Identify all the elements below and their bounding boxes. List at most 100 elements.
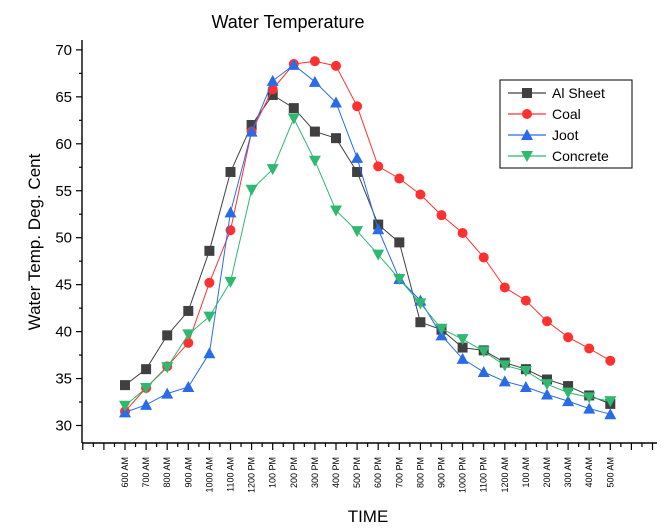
data-point-coal xyxy=(394,173,405,184)
legend-label-joot: Joot xyxy=(552,127,579,143)
x-tick-label: 900 AM xyxy=(183,457,193,488)
data-point-coal xyxy=(605,355,616,366)
x-tick-label: 200 AM xyxy=(542,457,552,488)
data-point-coal xyxy=(415,189,426,200)
data-point-concrete xyxy=(562,387,575,399)
data-point-joot xyxy=(498,375,511,387)
data-point-concrete xyxy=(203,311,216,323)
data-point-joot xyxy=(182,381,195,393)
data-point-concrete xyxy=(604,396,617,408)
y-tick-label: 70 xyxy=(55,42,72,59)
data-point-al-sheet xyxy=(162,330,173,341)
x-tick-label: 300 PM xyxy=(310,457,320,488)
y-tick-label: 55 xyxy=(55,183,72,200)
data-point-al-sheet xyxy=(352,166,363,177)
legend: Al Sheet Coal Joot Concrete xyxy=(499,79,633,169)
legend-marker-coal xyxy=(522,109,532,119)
data-point-al-sheet xyxy=(415,317,426,328)
data-point-al-sheet xyxy=(183,305,194,316)
x-tick-label: 300 AM xyxy=(563,457,573,488)
x-tick-label: 800 AM xyxy=(162,457,172,488)
data-point-al-sheet xyxy=(267,89,278,100)
data-point-al-sheet xyxy=(288,103,299,114)
legend-label-coal: Coal xyxy=(552,106,581,122)
chart-title: Water Temperature xyxy=(211,12,364,32)
data-point-joot xyxy=(519,381,532,393)
data-point-joot xyxy=(140,398,153,410)
data-point-joot xyxy=(604,408,617,420)
data-point-concrete xyxy=(287,113,300,125)
data-point-coal xyxy=(478,252,489,263)
data-point-al-sheet xyxy=(563,381,574,392)
series-joot xyxy=(119,58,617,420)
x-tick-label: 500 AM xyxy=(605,457,615,488)
data-point-concrete xyxy=(161,362,174,374)
data-point-coal xyxy=(542,316,552,327)
x-tick-label: 100 AM xyxy=(521,457,531,488)
data-point-concrete xyxy=(245,184,258,196)
data-point-joot xyxy=(245,125,258,137)
legend-marker-al-sheet xyxy=(522,88,532,98)
data-point-al-sheet xyxy=(225,166,236,177)
data-point-coal xyxy=(352,101,363,112)
data-point-al-sheet xyxy=(309,126,320,137)
y-tick-label: 45 xyxy=(55,277,72,294)
data-point-concrete xyxy=(519,366,532,378)
x-axis-title: TIME xyxy=(348,507,389,526)
y-tick-label: 60 xyxy=(55,136,72,153)
data-point-concrete xyxy=(456,334,469,346)
x-tick-label: 700 AM xyxy=(141,457,151,488)
series-layer xyxy=(119,56,617,420)
x-tick-label: 900 PM xyxy=(437,457,447,488)
data-point-joot xyxy=(266,74,279,86)
x-tick-label: 1000 AM xyxy=(204,457,214,493)
y-tick-label: 50 xyxy=(55,230,72,247)
y-tick-label: 30 xyxy=(55,418,72,435)
x-tick-label: 1200 AM xyxy=(500,457,510,493)
data-point-al-sheet xyxy=(204,245,215,256)
data-point-concrete xyxy=(119,400,131,412)
y-axis-title: Water Temp. Deg. Cent xyxy=(25,153,44,330)
data-point-al-sheet xyxy=(331,133,341,144)
x-tick-label: 1000 PM xyxy=(458,457,468,493)
data-point-joot xyxy=(477,365,490,377)
series-line-concrete xyxy=(124,117,611,407)
x-tick-label: 500 PM xyxy=(352,457,362,488)
data-point-coal xyxy=(436,210,447,221)
data-point-concrete xyxy=(140,382,153,394)
data-point-al-sheet xyxy=(141,364,152,375)
y-tick-label: 35 xyxy=(55,371,72,388)
data-point-concrete xyxy=(351,226,364,238)
data-point-joot xyxy=(330,96,342,108)
data-point-concrete xyxy=(498,360,511,372)
y-tick-label: 65 xyxy=(55,89,72,106)
x-tick-label: 400 PM xyxy=(331,457,341,488)
data-point-concrete xyxy=(372,249,385,261)
data-point-al-sheet xyxy=(246,120,257,131)
x-tick-label: 400 AM xyxy=(584,457,594,488)
y-tick-label: 40 xyxy=(55,324,72,341)
axes: 30 35 40 45 50 55 60 65 70 600 AM 700 AM 800 AM 900 … xyxy=(55,40,657,493)
x-tick-label: 100 PM xyxy=(268,457,278,488)
data-point-coal xyxy=(204,277,215,288)
data-point-joot xyxy=(583,402,596,414)
data-point-joot xyxy=(456,352,469,364)
data-point-joot xyxy=(308,75,321,87)
data-point-coal xyxy=(563,332,574,343)
data-point-joot xyxy=(203,347,216,359)
data-point-coal xyxy=(499,282,510,293)
data-point-joot xyxy=(372,223,385,235)
data-point-al-sheet xyxy=(394,237,405,248)
x-tick-label: 1200 PM xyxy=(247,457,257,493)
data-point-concrete xyxy=(266,164,279,176)
data-point-concrete xyxy=(182,329,195,341)
data-point-joot xyxy=(119,406,131,418)
data-point-concrete xyxy=(477,346,490,358)
data-point-concrete xyxy=(414,298,427,310)
data-point-joot xyxy=(435,329,448,341)
x-tick-label: 200 PM xyxy=(289,457,299,488)
data-point-coal xyxy=(183,337,194,348)
legend-marker-joot xyxy=(521,129,533,140)
x-tick-label: 800 PM xyxy=(415,457,425,488)
